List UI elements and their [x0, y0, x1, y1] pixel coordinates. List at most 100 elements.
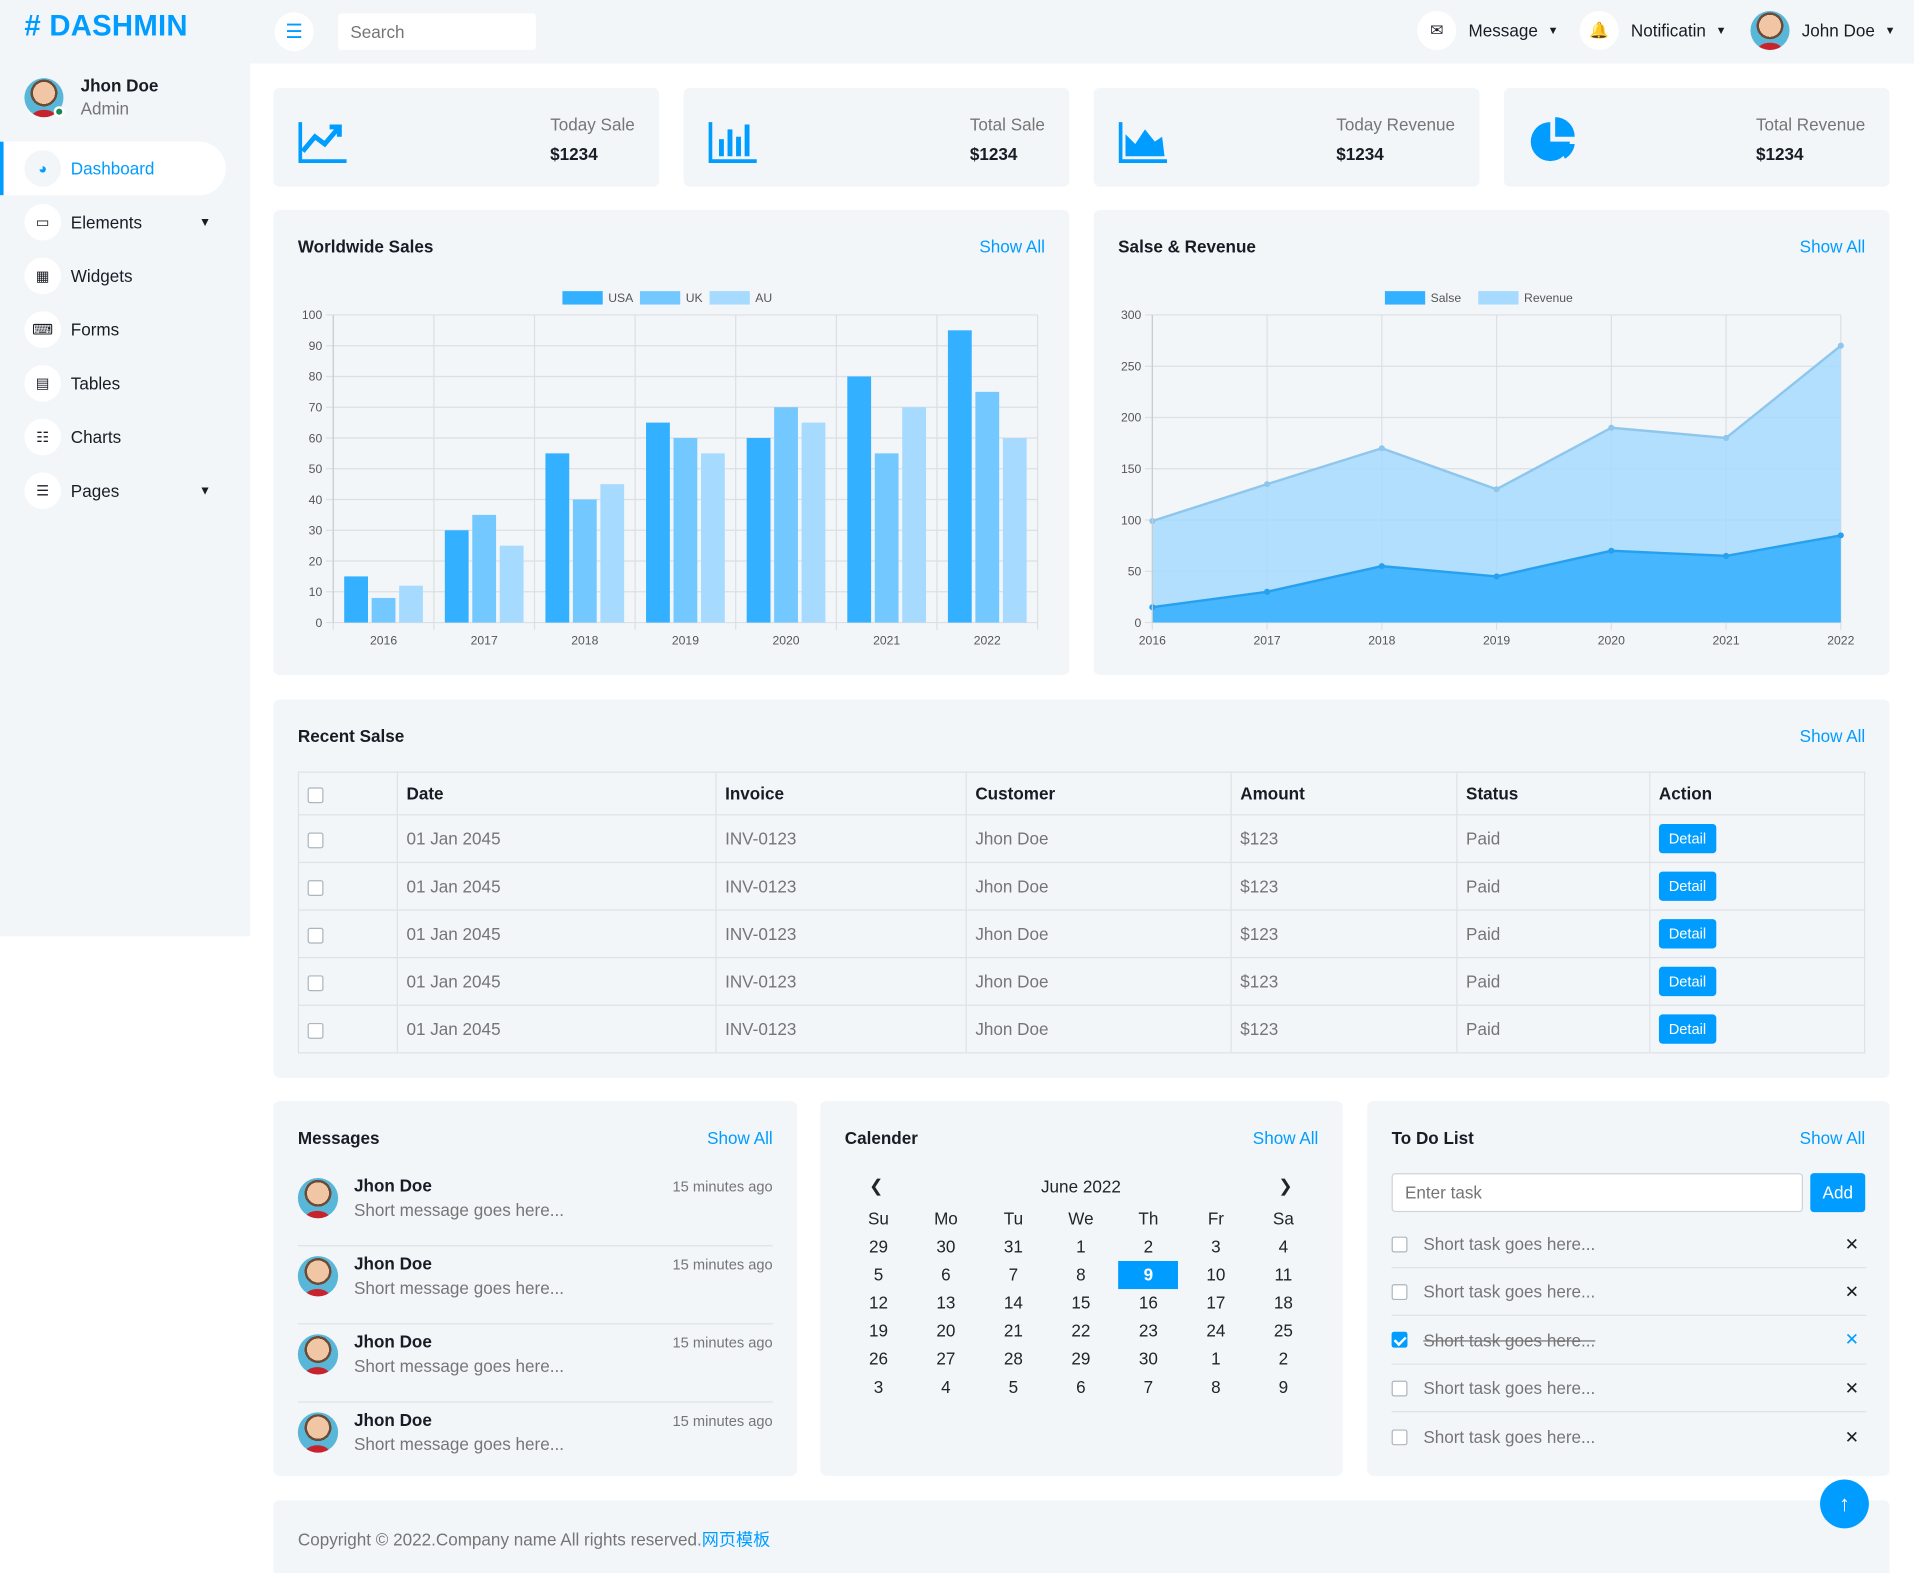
calendar-day[interactable]: 1	[1211, 1348, 1221, 1369]
calendar-day[interactable]: 4	[941, 1376, 951, 1397]
calendar-day[interactable]: 29	[868, 1236, 888, 1257]
message-item[interactable]: Jhon Doe Short message goes here... 15 min…	[297, 1246, 773, 1325]
row-checkbox[interactable]	[307, 879, 324, 896]
user-role: Admin	[80, 98, 130, 119]
calendar-card: Calender Show All ❮ June 2022 ❯ Su Mo Tu We…	[820, 1101, 1343, 1476]
sidebar-item-widgets[interactable]: ▦ Widgets	[0, 249, 250, 303]
detail-button[interactable]: Detail	[1658, 966, 1716, 997]
row-checkbox[interactable]	[307, 975, 324, 991]
calendar-day[interactable]: 6	[1076, 1376, 1086, 1397]
todo-checkbox[interactable]	[1391, 1284, 1408, 1300]
show-all-link[interactable]: Show All	[1799, 726, 1866, 746]
calendar-day[interactable]: 4	[1278, 1236, 1289, 1257]
message-item[interactable]: Jhon Doe Short message goes here... 15 min…	[297, 1403, 773, 1481]
show-all-link[interactable]: Show All	[1799, 236, 1866, 257]
calendar-day[interactable]: 3	[873, 1376, 884, 1397]
chevron-right-icon[interactable]: ❯	[1278, 1175, 1293, 1196]
calendar-day[interactable]: 29	[1071, 1348, 1091, 1369]
close-icon[interactable]: ✕	[1844, 1377, 1860, 1398]
calendar-day[interactable]: 24	[1206, 1320, 1226, 1341]
message-item[interactable]: Jhon Doe Short message goes here... 15 min…	[297, 1324, 773, 1403]
calendar-day[interactable]: 23	[1138, 1320, 1158, 1341]
message-dropdown[interactable]: ✉ Message ▼	[1417, 10, 1559, 51]
task-input[interactable]	[1391, 1173, 1803, 1213]
calendar-day[interactable]: 30	[1138, 1348, 1158, 1369]
calendar-day[interactable]: 14	[1003, 1292, 1023, 1313]
calendar-day[interactable]: 15	[1071, 1292, 1091, 1313]
search-input[interactable]	[338, 13, 536, 51]
message-item[interactable]: Jhon Doe Short message goes here... 15 min…	[297, 1168, 773, 1247]
detail-button[interactable]: Detail	[1658, 823, 1716, 854]
chevron-down-icon: ▼	[198, 215, 212, 229]
detail-button[interactable]: Detail	[1658, 871, 1716, 901]
todo-checkbox[interactable]	[1391, 1332, 1408, 1349]
sidebar-item-pages[interactable]: ☰ Pages ▼	[0, 464, 250, 518]
calendar-day[interactable]: 10	[1206, 1264, 1226, 1285]
calendar-day[interactable]: 3	[1211, 1236, 1221, 1257]
bar-uk-2020	[774, 407, 798, 623]
calendar-day[interactable]: 11	[1274, 1264, 1293, 1285]
sidebar-item-charts[interactable]: ☷ Charts	[0, 410, 250, 464]
calendar-day[interactable]: 31	[1003, 1236, 1023, 1257]
calendar-day[interactable]: 22	[1071, 1320, 1091, 1341]
calendar-day[interactable]: 19	[868, 1320, 888, 1341]
todo-checkbox[interactable]	[1391, 1380, 1408, 1397]
calendar-day[interactable]: 9	[1278, 1376, 1289, 1397]
calendar-day[interactable]: 30	[936, 1236, 956, 1257]
calendar-day[interactable]: 20	[936, 1320, 956, 1341]
show-all-link[interactable]: Show All	[707, 1127, 773, 1148]
sidebar-toggle-button[interactable]: ☰	[274, 12, 314, 52]
show-all-link[interactable]: Show All	[979, 236, 1045, 257]
calendar-day[interactable]: 6	[941, 1264, 951, 1285]
point-salse-2019	[1493, 573, 1500, 580]
show-all-link[interactable]: Show All	[1799, 1127, 1866, 1148]
calendar-day[interactable]: 7	[1143, 1376, 1154, 1397]
todo-checkbox[interactable]	[1391, 1235, 1408, 1252]
close-icon[interactable]: ✕	[1844, 1233, 1860, 1254]
calendar-day[interactable]: 13	[936, 1292, 956, 1313]
cell-amount: $123	[1230, 861, 1458, 911]
row-checkbox[interactable]	[307, 832, 324, 849]
calendar-day[interactable]: 7	[1008, 1264, 1019, 1285]
calendar-day[interactable]: 2	[1143, 1236, 1154, 1257]
add-task-button[interactable]: Add	[1810, 1173, 1866, 1213]
calendar-day[interactable]: 8	[1211, 1376, 1221, 1397]
calendar-day[interactable]: 16	[1138, 1292, 1158, 1313]
row-checkbox[interactable]	[307, 1022, 324, 1039]
calendar-day[interactable]: 1	[1076, 1236, 1086, 1257]
calendar-day-selected[interactable]: 9	[1118, 1260, 1179, 1290]
calendar-day[interactable]: 25	[1273, 1320, 1293, 1341]
calendar-day[interactable]: 12	[868, 1292, 888, 1313]
calendar-day[interactable]: 26	[868, 1348, 888, 1369]
footer-link[interactable]: 网页模板	[701, 1529, 771, 1550]
close-icon[interactable]: ✕	[1844, 1426, 1860, 1447]
calendar-day[interactable]: 2	[1278, 1348, 1289, 1369]
sidebar-item-forms[interactable]: ⌨ Forms	[0, 303, 250, 357]
close-icon[interactable]: ✕	[1844, 1281, 1860, 1302]
calendar-day[interactable]: 21	[1003, 1320, 1023, 1341]
calendar-day[interactable]: 18	[1273, 1292, 1293, 1313]
user-dropdown[interactable]: John Doe ▼	[1750, 10, 1896, 51]
calendar-day[interactable]: 5	[873, 1264, 884, 1285]
sidebar-item-elements[interactable]: ▭ Elements ▼	[0, 195, 250, 249]
select-all-checkbox[interactable]	[307, 787, 324, 803]
sidebar-item-dashboard[interactable]: ◕ Dashboard	[0, 141, 226, 196]
row-checkbox[interactable]	[307, 927, 324, 944]
y-tick-label: 250	[1121, 359, 1142, 373]
todo-checkbox[interactable]	[1391, 1428, 1408, 1445]
brand-logo[interactable]: # DASHMIN	[24, 9, 188, 43]
todo-item: Short task goes here... ✕	[1391, 1221, 1867, 1269]
calendar-day[interactable]: 28	[1003, 1348, 1023, 1369]
calendar-day[interactable]: 27	[936, 1348, 956, 1369]
detail-button[interactable]: Detail	[1658, 1014, 1716, 1044]
sidebar-item-tables[interactable]: ▤ Tables	[0, 356, 250, 410]
calendar-day[interactable]: 8	[1076, 1264, 1086, 1285]
notification-dropdown[interactable]: 🔔 Notificatin ▼	[1579, 10, 1727, 51]
chevron-left-icon[interactable]: ❮	[869, 1175, 884, 1196]
back-to-top-button[interactable]: ↑	[1820, 1479, 1869, 1529]
calendar-day[interactable]: 5	[1008, 1376, 1019, 1397]
calendar-day[interactable]: 17	[1206, 1292, 1226, 1313]
show-all-link[interactable]: Show All	[1252, 1127, 1319, 1148]
close-icon[interactable]: ✕	[1844, 1329, 1860, 1350]
detail-button[interactable]: Detail	[1658, 919, 1716, 949]
